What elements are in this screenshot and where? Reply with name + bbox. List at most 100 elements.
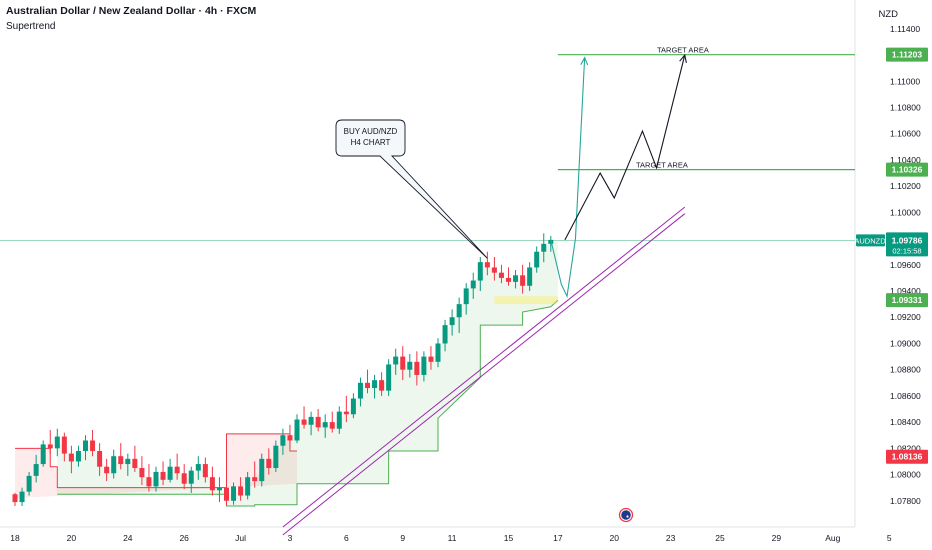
candle-body <box>259 458 265 482</box>
candle-body <box>273 445 279 469</box>
flag-event-icon[interactable] <box>618 507 634 523</box>
x-tick-label: 26 <box>179 533 189 543</box>
candle-body <box>294 419 300 441</box>
callout-line-2: H4 CHART <box>351 138 391 147</box>
candle-body <box>195 464 201 471</box>
candle-body <box>209 477 215 491</box>
callout-line-1: BUY AUD/NZD <box>344 127 398 136</box>
candle <box>231 482 237 505</box>
candle <box>54 428 60 457</box>
candle-body <box>470 280 476 289</box>
candle-body <box>541 243 547 252</box>
indicator-label[interactable]: Supertrend <box>6 21 56 32</box>
y-tick-label: 1.09000 <box>890 338 921 348</box>
candle <box>83 435 88 461</box>
symbol-tag-text: AUDNZD <box>854 236 886 245</box>
candle-body <box>287 435 293 441</box>
support-zone <box>494 296 558 305</box>
candle-body <box>365 382 370 389</box>
candle <box>195 456 201 480</box>
candle-body <box>322 422 328 428</box>
candle-body <box>442 325 448 344</box>
candle-body <box>456 304 462 318</box>
y-tick-label: 1.07800 <box>890 496 921 506</box>
candle <box>308 411 314 436</box>
candle-body <box>139 468 145 478</box>
y-tick-label: 1.11400 <box>890 24 920 34</box>
candle-body <box>513 275 519 282</box>
y-tick-label: 1.09400 <box>890 286 921 296</box>
candle-body <box>498 272 504 278</box>
y-tick-label: 1.09600 <box>890 260 921 270</box>
candle <box>357 377 363 407</box>
x-axis: 18 20 24 26 Jul 3 6 9 11 15 17 20 23 25 29 Aug 5 <box>10 533 892 543</box>
x-tick-label: 24 <box>123 533 133 543</box>
candle-body <box>329 422 335 429</box>
candle-body <box>350 398 356 415</box>
flag-icon-star <box>626 515 629 518</box>
candle <box>33 454 39 483</box>
x-tick-label: Jul <box>235 533 246 543</box>
x-tick-label: 6 <box>344 533 349 543</box>
candle-body <box>357 382 363 399</box>
candle <box>47 429 53 454</box>
candle <box>153 466 159 492</box>
candle <box>322 414 328 438</box>
candle <box>252 461 258 488</box>
candle <box>188 466 194 493</box>
y-tick-label: 1.08200 <box>890 443 921 453</box>
candle-body <box>252 477 258 482</box>
candle-body <box>167 466 173 480</box>
candle-body <box>216 487 222 491</box>
candle-body <box>125 458 131 465</box>
candle-body <box>266 458 272 469</box>
candle-body <box>97 450 103 467</box>
trendline-1 <box>282 206 686 528</box>
candle <box>379 372 385 396</box>
y-tick-label: 1.10400 <box>890 155 921 165</box>
candle <box>484 251 490 276</box>
candle <box>40 440 46 467</box>
candle <box>428 346 434 370</box>
x-tick-label: 9 <box>400 533 405 543</box>
projection-arrowhead-2 <box>679 53 687 64</box>
candle-body <box>12 494 18 503</box>
price-tag-bg <box>886 162 928 177</box>
candle-body <box>428 356 434 362</box>
candle <box>414 351 420 386</box>
candle <box>68 445 74 474</box>
candle-body <box>379 380 385 391</box>
y-tick-label: 1.08400 <box>890 417 921 427</box>
price-label-target-1: 1.11203 <box>886 47 928 62</box>
candle <box>139 456 145 486</box>
candle <box>506 267 511 286</box>
candle <box>19 487 25 507</box>
currency-label: NZD <box>878 9 898 20</box>
candle <box>513 270 519 289</box>
candle <box>287 424 293 449</box>
target-label-2: TARGET AREA <box>636 161 688 170</box>
price-tag-text: 1.09331 <box>892 295 923 305</box>
candle <box>393 348 399 375</box>
candle-body <box>301 419 307 425</box>
x-tick-label: 20 <box>610 533 620 543</box>
candle <box>365 369 370 394</box>
price-label-supertrend-up: 1.09331 <box>886 293 928 308</box>
supertrend-up-fill <box>57 241 558 507</box>
x-tick-label: 3 <box>288 533 293 543</box>
candle <box>280 428 286 455</box>
x-tick-label: 29 <box>772 533 782 543</box>
candle <box>216 477 222 503</box>
candle <box>118 443 124 470</box>
candle <box>61 432 67 462</box>
x-tick-label: 20 <box>67 533 77 543</box>
price-tag-bg <box>886 293 928 308</box>
candle <box>343 395 349 423</box>
candle <box>224 479 229 507</box>
price-tag-bg <box>886 449 928 464</box>
x-tick-label: 5 <box>887 533 892 543</box>
candle-body <box>160 471 166 480</box>
price-tag-text: 1.09786 <box>892 235 923 245</box>
